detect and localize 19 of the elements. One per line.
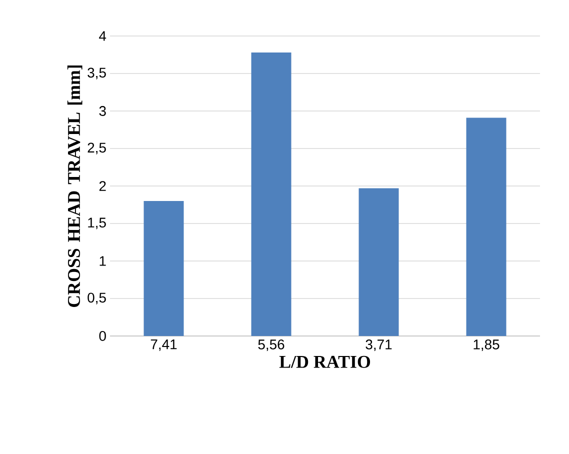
y-axis-title: CROSS HEAD TRAVEL [mm] xyxy=(67,65,82,308)
bar xyxy=(358,188,399,336)
bar xyxy=(466,118,506,336)
bar xyxy=(144,201,184,336)
y-tick-label: 3,5 xyxy=(88,68,106,80)
x-tick-label: 1,85 xyxy=(474,340,500,352)
bar xyxy=(251,52,292,336)
y-tick-label: 0,5 xyxy=(88,292,106,304)
y-tick-label: 3 xyxy=(99,106,106,116)
x-tick-label: 5,56 xyxy=(258,340,284,352)
y-tick-label: 2 xyxy=(99,181,106,191)
y-tick-label: 0 xyxy=(99,331,106,341)
x-axis-title: L/D RATIO xyxy=(279,356,370,368)
x-tick-label: 7,41 xyxy=(150,340,177,351)
y-tick-label: 1,5 xyxy=(88,218,106,230)
x-tick-label: 3,71 xyxy=(366,340,392,352)
y-tick-label: 1 xyxy=(100,256,106,266)
y-tick-label: 4 xyxy=(99,31,106,41)
y-tick-label: 2,5 xyxy=(88,142,106,154)
